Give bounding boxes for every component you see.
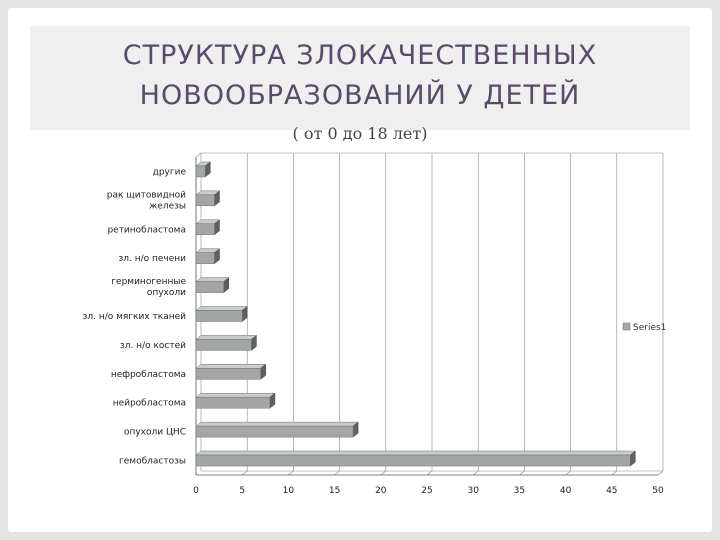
x-tick-label: 35	[514, 486, 525, 496]
x-tick-label: 40	[560, 486, 572, 496]
slide-title: Структура злокачественных новообразовани…	[30, 36, 690, 116]
bar-top	[195, 335, 258, 340]
bar-top	[195, 306, 248, 311]
category-label: зл. н/о печени	[118, 254, 186, 264]
gridline-floor	[473, 470, 479, 476]
axis-corner	[195, 152, 202, 158]
gridline-floor	[380, 470, 386, 476]
bar	[195, 281, 224, 293]
category-label: нефробластома	[111, 370, 186, 380]
bar	[195, 194, 215, 207]
bar	[195, 310, 243, 322]
x-tick-label: 25	[421, 486, 432, 496]
category-label: гемобластозы	[119, 457, 186, 467]
bar	[195, 223, 215, 236]
x-tick-label: 20	[375, 486, 387, 496]
bar-top	[195, 277, 230, 282]
category-label: опухоли ЦНС	[124, 428, 186, 438]
bar	[195, 396, 271, 409]
bar	[195, 368, 261, 380]
category-label: другие	[153, 167, 187, 177]
bar-top	[195, 364, 267, 369]
x-tick-label: 50	[652, 486, 664, 496]
category-label: ретинобластома	[107, 225, 186, 235]
bar	[195, 454, 631, 467]
gridline-floor	[288, 470, 294, 476]
legend-label: Series1	[633, 323, 666, 333]
category-label: герминогенные опухоли	[111, 277, 186, 298]
bar	[195, 165, 206, 178]
x-tick-label: 5	[239, 486, 245, 496]
category-label: нейробластома	[113, 399, 186, 409]
gridline-floor	[565, 470, 571, 476]
x-tick-label: 0	[193, 486, 199, 496]
category-label: зл. н/о мягких тканей	[83, 312, 187, 322]
category-label: зл. н/о костей	[120, 341, 186, 351]
x-tick-label: 15	[329, 486, 340, 496]
bar-top	[195, 450, 636, 456]
title-box	[30, 26, 690, 130]
x-tick-label: 30	[467, 486, 479, 496]
legend-swatch	[622, 322, 631, 331]
category-label: рак щитовидной железы	[107, 190, 186, 211]
gridline-floor	[611, 470, 617, 476]
x-tick-label: 45	[606, 486, 617, 496]
slide-title-line-2: новообразований у детей	[139, 80, 581, 111]
bar	[195, 252, 215, 264]
slide: Структура злокачественных новообразовани…	[8, 8, 712, 532]
bar	[195, 339, 252, 351]
bar	[195, 425, 354, 438]
slide-subtitle: ( от 0 до 18 лет)	[292, 124, 428, 143]
gridline-floor	[426, 470, 433, 476]
slide-title-line-1: Структура злокачественных	[122, 40, 598, 71]
x-tick-label: 10	[283, 486, 295, 496]
gridline-floor	[519, 470, 525, 476]
gridline-floor	[334, 470, 340, 476]
gridline-floor	[657, 470, 664, 476]
bar-top	[195, 392, 276, 398]
gridline-floor	[242, 470, 248, 476]
bar-top	[195, 421, 359, 427]
